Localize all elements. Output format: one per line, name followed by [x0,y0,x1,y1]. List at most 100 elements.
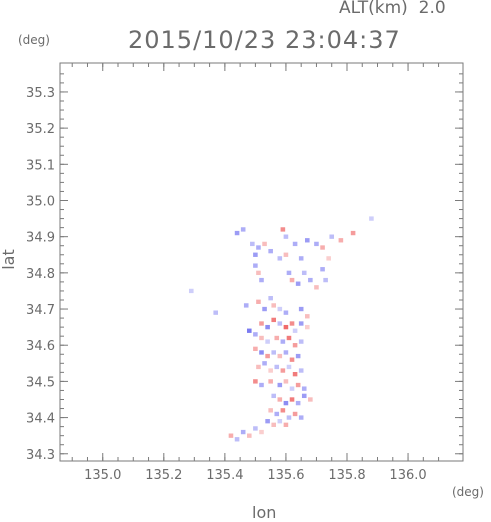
plot-frame [59,62,464,462]
heatmap-cell [265,419,270,424]
heatmap-cell [234,230,240,236]
heatmap-cell [289,277,295,283]
x-tick-label: 135.6 [267,468,304,483]
heatmap-cell [301,386,307,391]
heatmap-cell [259,429,264,435]
heatmap-cell [283,324,289,330]
heatmap-cell [268,379,273,384]
heatmap-cell [326,256,331,261]
heatmap-cell [283,350,289,355]
heatmap-cell [329,234,335,239]
heatmap-cell [277,353,283,359]
heatmap-cell [274,364,280,370]
heatmap-cell [286,335,292,341]
heatmap-cell [246,328,252,333]
heatmap-cell [271,303,277,308]
heatmap-cell [277,382,283,388]
x-axis-label: lon [252,503,277,522]
y-tick-label: 34.8 [26,267,55,282]
heatmap-cell [286,270,292,276]
heatmap-cell [268,248,273,254]
heatmap-cell [246,433,252,438]
heatmap-cell [283,310,289,315]
heatmap-cell [268,368,273,373]
heatmap-cell [271,393,277,399]
y-tick-label: 35.1 [26,158,55,173]
heatmap-cell [308,397,313,402]
heatmap-cell [277,419,283,424]
heatmap-cell [256,364,261,370]
heatmap-cell [268,408,273,413]
heatmap-cell [305,324,310,330]
y-tick-label: 34.9 [26,231,55,246]
heatmap-cell [253,252,258,257]
altitude-label: ALT(km) 2.0 [339,0,446,18]
heatmap-cell [292,371,298,377]
heatmap-cell [228,433,234,438]
heatmap-cell [274,335,280,341]
heatmap-cell [280,368,286,373]
heatmap-cell [295,400,301,406]
y-tick-label: 34.7 [26,303,55,318]
altitude-value: 2.0 [418,0,446,18]
heatmap-cell [298,306,304,312]
heatmap-cell [320,245,325,250]
heatmap-cell [277,321,283,326]
heatmap-cell [265,353,270,359]
heatmap-cell [369,216,374,221]
heatmap-cell [256,245,261,250]
heatmap-cell [295,353,301,359]
y-tick-label: 35.0 [26,194,55,209]
heatmap-cell [314,285,319,290]
heatmap-cell [262,241,267,247]
data-cells [188,216,374,442]
heatmap-cell [305,238,310,243]
heatmap-cell [283,400,289,406]
heatmap-cell [286,415,292,420]
heatmap-cell [271,422,277,427]
heatmap-cell [283,252,289,257]
heatmap-cell [240,429,246,435]
heatmap-cell [253,379,258,384]
heatmap-cell [268,296,273,301]
y-tick-label: 35.2 [26,122,55,137]
heatmap-cell [213,310,218,315]
heatmap-cell [338,238,344,243]
heatmap-cell [298,339,304,344]
heatmap-cell [308,277,313,283]
heatmap-cell [243,303,249,308]
x-tick-label: 135.8 [328,468,365,483]
chart-title: 2015/10/23 23:04:37 [128,26,401,54]
heatmap-cell [280,339,286,344]
heatmap-cell [305,314,310,319]
heatmap-cell [292,411,298,417]
heatmap-cell [350,230,356,236]
heatmap-cell [292,241,298,247]
heatmap-cell [259,335,264,341]
heatmap-cell [240,227,246,232]
heatmap-cell [234,437,240,442]
heatmap-cell [253,263,258,268]
heatmap-cell [289,357,295,362]
axis-ticks: 135.0 135.2 135.4 135.6 135.8 136.0 34.3 34.4 34… [26,63,463,483]
heatmap-cell [277,397,283,402]
heatmap-cell [295,382,301,388]
heatmap-cell [286,364,292,370]
heatmap-cell [301,393,307,399]
y-tick-label: 34.5 [26,375,55,390]
heatmap-cell [292,343,298,348]
heatmap-cell [259,350,264,355]
y-tick-label: 34.3 [26,448,55,463]
heatmap-cell [271,317,277,323]
x-tick-label: 135.4 [206,468,243,483]
heatmap-cell [298,256,304,261]
heatmap-cell [188,288,194,294]
heatmap-cell [256,299,261,304]
heatmap-cell [280,227,286,232]
heatmap-cell [262,306,267,312]
heatmap-cell [259,277,264,283]
heatmap-cell [256,270,261,276]
y-unit-label: (deg) [18,33,50,47]
heatmap-cell [283,422,289,427]
